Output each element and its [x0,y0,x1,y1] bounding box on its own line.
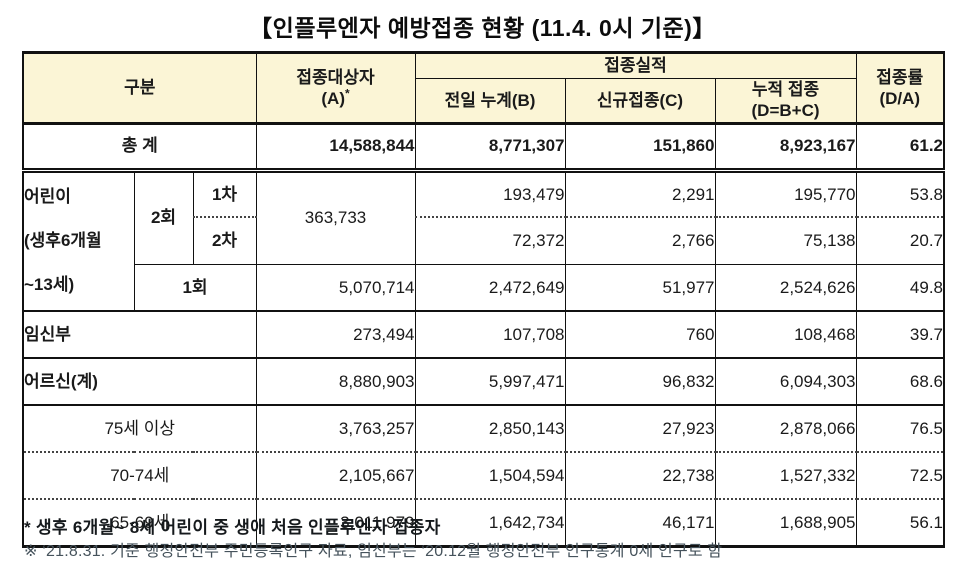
target-asterisk: * [344,86,350,101]
children-first-d: 195,770 [714,170,857,218]
header-new-c: 신규접종(C) [564,78,716,125]
total-b: 8,771,307 [414,123,566,173]
age75-label: 75세 이상 [22,405,257,453]
children-one-rate: 49.8 [855,264,945,312]
footnote-reference: ※ ‘21.8.31. 기준 행정안전부 주민등록인구 자료, 임신부는 ‘20… [24,543,723,561]
age75-c: 27,923 [564,405,716,453]
age65-69-c: 46,171 [564,499,716,546]
age75-b: 2,850,143 [414,405,566,453]
children-first-rate: 53.8 [855,170,945,218]
header-prev-cumulative-b: 전일 누계(B) [414,78,566,125]
children-one-b: 2,472,649 [414,264,566,312]
page-title: 【인플루엔자 예방접종 현황 (11.4. 0시 기준)】 [249,15,716,41]
age70-74-b: 1,504,594 [414,452,566,500]
row-total: 총 계 14,588,844 8,771,307 151,860 8,923,1… [22,123,945,173]
children-second-rate: 20.7 [855,217,945,265]
age70-74-c: 22,738 [564,452,716,500]
pregnant-b: 107,708 [414,311,566,359]
children-first-c: 2,291 [564,170,716,218]
age75-d: 2,878,066 [714,405,857,453]
total-label: 총 계 [22,123,257,173]
children-one-d: 2,524,626 [714,264,857,312]
row-elderly-total: 어르신(계) 8,880,903 5,997,471 96,832 6,094,… [22,358,945,406]
table-header: 구분 접종대상자 (A)* 접종실적 접종률 (D/A) 전일 누계(B) 신규… [22,52,945,125]
children-second-c: 2,766 [564,217,716,265]
row-age-65-69: 65-69세 3,011,979 1,642,734 46,171 1,688,… [22,499,945,546]
elderly-total-d: 6,094,303 [714,358,857,406]
total-d: 8,923,167 [714,123,857,173]
children-first-dose-label: 1차 [192,170,257,218]
footnotes: * 생후 6개월~ 8세 어린이 중 생애 처음 인플루엔자 접종자 ※ ‘21… [24,517,954,563]
elderly-total-b: 5,997,471 [414,358,566,406]
pregnant-a: 273,494 [255,311,416,359]
children-one-c: 51,977 [564,264,716,312]
age65-69-d: 1,688,905 [714,499,857,546]
header-performance-group: 접종실적 [414,52,857,79]
header-cumulative-d: 누적 접종 (D=B+C) [714,78,857,125]
total-rate: 61.2 [855,123,945,173]
children-second-dose-label: 2차 [192,217,257,265]
children-two-dose-label: 2회 [133,170,193,265]
pregnant-label: 임신부 [22,311,257,359]
row-children-dose2: 2차 72,372 2,766 75,138 20.7 [23,217,945,265]
children-two-dose-a: 363,733 [255,170,416,265]
header-gubun: 구분 [22,52,257,125]
age65-69-rate: 56.1 [855,499,945,546]
row-age-70-74: 70-74세 2,105,667 1,504,594 22,738 1,527,… [22,452,945,500]
age70-74-d: 1,527,332 [714,452,857,500]
total-c: 151,860 [564,123,716,173]
age65-69-b: 1,642,734 [414,499,566,546]
age75-rate: 76.5 [855,405,945,453]
children-first-b: 193,479 [414,170,566,218]
children-second-d: 75,138 [714,217,857,265]
footnote-asterisk: * 생후 6개월~ 8세 어린이 중 생애 처음 인플루엔자 접종자 [24,518,441,537]
pregnant-rate: 39.7 [855,311,945,359]
age75-a: 3,763,257 [255,405,416,453]
header-target-a: 접종대상자 (A)* [255,52,416,125]
row-pregnant: 임신부 273,494 107,708 760 108,468 39.7 [22,311,945,359]
row-children-single-dose: 1회 5,070,714 2,472,649 51,977 2,524,626 … [23,264,945,312]
age65-69-a: 3,011,979 [255,499,416,546]
vaccination-status-table: 구분 접종대상자 (A)* 접종실적 접종률 (D/A) 전일 누계(B) 신규… [22,51,946,548]
pregnant-d: 108,468 [714,311,857,359]
children-one-a: 5,070,714 [255,264,416,312]
children-second-b: 72,372 [414,217,566,265]
pregnant-c: 760 [564,311,716,359]
children-label: 어린이 (생후6개월 ~13세) [22,170,134,312]
age70-74-rate: 72.5 [855,452,945,500]
elderly-total-c: 96,832 [564,358,716,406]
elderly-total-a: 8,880,903 [255,358,416,406]
age70-74-label: 70-74세 [22,452,257,500]
children-one-dose-label: 1회 [133,264,257,312]
elderly-total-label: 어르신(계) [22,358,257,406]
age65-69-label: 65-69세 [22,499,257,546]
age70-74-a: 2,105,667 [255,452,416,500]
row-age-75plus: 75세 이상 3,763,257 2,850,143 27,923 2,878,… [22,405,945,453]
row-children-dose1: 어린이 (생후6개월 ~13세) 2회 1차 363,733 193,479 2… [22,170,945,312]
total-a: 14,588,844 [255,123,416,173]
elderly-total-rate: 68.6 [855,358,945,406]
header-rate: 접종률 (D/A) [855,52,945,125]
